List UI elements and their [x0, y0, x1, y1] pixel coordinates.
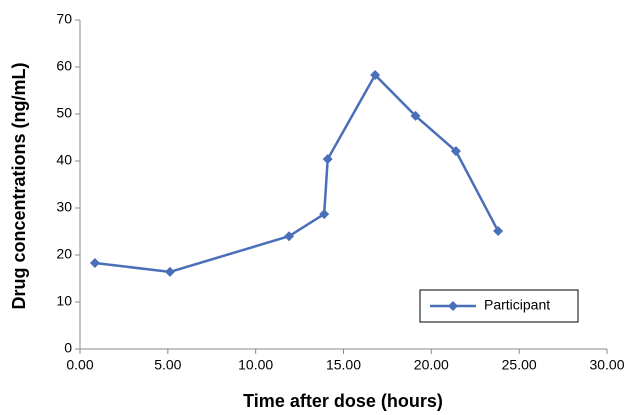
x-tick-label: 10.00 — [238, 357, 273, 373]
data-point — [450, 146, 461, 157]
y-tick-label: 30 — [56, 199, 72, 215]
legend-label: Participant — [484, 297, 550, 313]
data-point — [164, 266, 175, 277]
x-axis-title: Time after dose (hours) — [243, 391, 443, 411]
legend: Participant — [419, 289, 579, 323]
data-point — [322, 154, 333, 165]
y-tick-label: 40 — [56, 152, 72, 168]
y-tick-label: 60 — [56, 58, 72, 74]
y-axis-title: Drug concentrations (ng/mL) — [9, 62, 29, 309]
x-tick-label: 25.00 — [502, 357, 537, 373]
x-tick-label: 20.00 — [414, 357, 449, 373]
y-tick-label: 0 — [64, 340, 72, 356]
y-tick-label: 10 — [56, 293, 72, 309]
y-tick-label: 50 — [56, 105, 72, 121]
x-tick-label: 15.00 — [326, 357, 361, 373]
legend-marker — [448, 301, 458, 311]
data-point — [410, 110, 421, 121]
x-tick-label: 30.00 — [589, 357, 624, 373]
data-point — [89, 257, 100, 268]
x-tick-label: 5.00 — [154, 357, 181, 373]
data-line — [94, 73, 500, 274]
y-tick-label: 20 — [56, 246, 72, 262]
data-point — [370, 69, 381, 80]
y-tick-label: 70 — [56, 11, 72, 27]
data-point — [493, 226, 504, 237]
data-point — [319, 209, 330, 220]
x-tick-label: 0.00 — [66, 357, 93, 373]
data-point — [284, 231, 295, 242]
